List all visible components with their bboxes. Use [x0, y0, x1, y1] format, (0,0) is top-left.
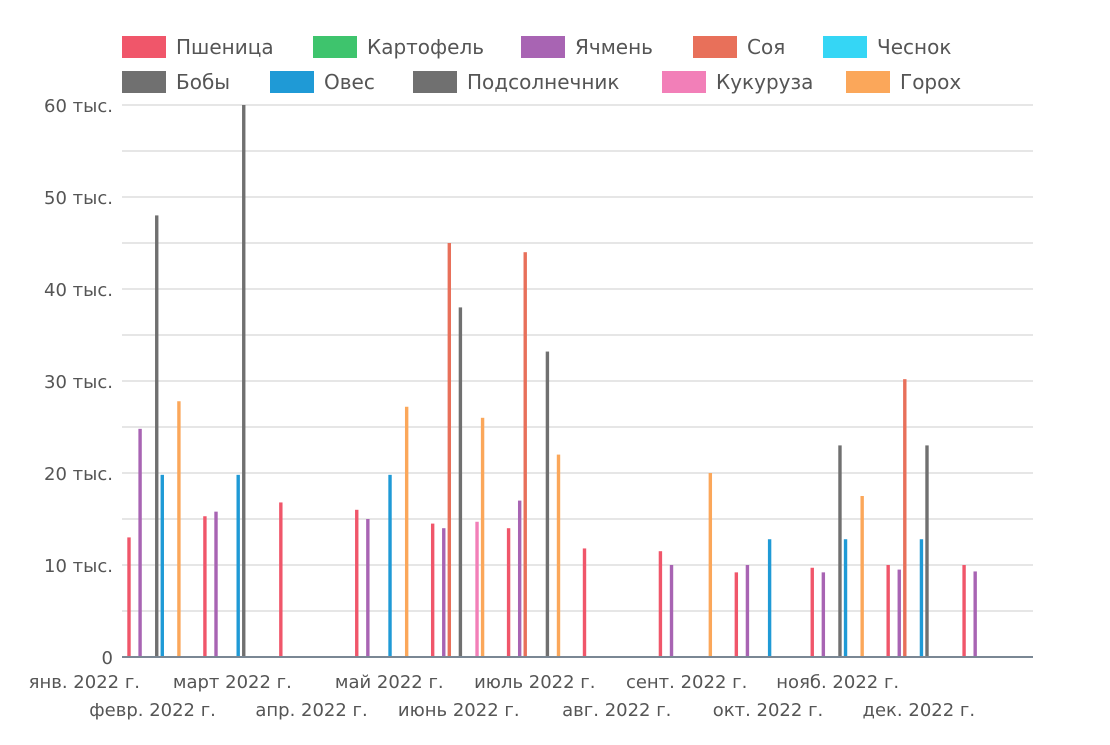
bar [767, 539, 772, 657]
bar [138, 428, 142, 657]
legend-swatch [313, 36, 357, 58]
legend-item[interactable]: Чеснок [823, 35, 951, 59]
legend-label: Соя [747, 35, 785, 59]
x-tick-label: янв. 2022 г. [29, 672, 140, 693]
bars [127, 105, 977, 657]
legend-item[interactable]: Овес [270, 70, 375, 94]
bar [236, 474, 240, 657]
legend-label: Чеснок [877, 35, 951, 59]
bar [155, 215, 159, 657]
legend-swatch [122, 36, 166, 58]
y-tick-label: 50 тыс. [44, 188, 113, 209]
legend-item[interactable]: Ячмень [521, 35, 653, 59]
y-tick-label: 60 тыс. [44, 96, 113, 117]
legend-label: Подсолнечник [467, 70, 619, 94]
x-tick-label: сент. 2022 г. [626, 672, 747, 693]
bar [860, 496, 864, 657]
bar [810, 567, 814, 657]
bar [203, 516, 207, 657]
bar [886, 565, 890, 657]
legend-swatch [662, 71, 706, 93]
bar [242, 105, 246, 657]
x-tick-label: окт. 2022 г. [713, 700, 824, 721]
bar [658, 551, 663, 657]
y-tick-label: 30 тыс. [44, 372, 113, 393]
bar [745, 565, 750, 657]
bar [734, 572, 739, 657]
legend-item[interactable]: Бобы [122, 70, 230, 94]
bar [523, 252, 527, 657]
legend-swatch [846, 71, 890, 93]
legend-swatch [270, 71, 314, 93]
grid-lines [122, 104, 1033, 658]
legend-label: Картофель [367, 35, 484, 59]
legend-item[interactable]: Подсолнечник [413, 70, 619, 94]
y-tick-label: 0 [102, 648, 113, 669]
legend-swatch [413, 71, 457, 93]
bar [903, 379, 907, 657]
legend-swatch [122, 71, 166, 93]
bar [506, 528, 511, 657]
legend-label: Горох [900, 70, 961, 94]
bar [447, 243, 452, 657]
bar [843, 539, 848, 657]
bar [404, 406, 409, 657]
x-tick-label: нояб. 2022 г. [776, 672, 899, 693]
legend-item[interactable]: Картофель [313, 35, 484, 59]
x-tick-label: апр. 2022 г. [255, 700, 367, 721]
bar [897, 569, 901, 657]
bar [973, 571, 977, 657]
legend-item[interactable]: Пшеница [122, 35, 274, 59]
bar [545, 351, 550, 657]
bar [388, 474, 392, 657]
legend-item[interactable]: Соя [693, 35, 785, 59]
y-axis-ticks: 0 10 тыс. 20 тыс. 30 тыс. 40 тыс. 50 тыс. 60 т… [44, 96, 113, 669]
bar [480, 417, 485, 657]
bar [458, 307, 463, 657]
legend-label: Бобы [176, 70, 230, 94]
bar [279, 502, 283, 657]
x-tick-label: май 2022 г. [335, 672, 444, 693]
bar [962, 565, 966, 657]
bar [475, 521, 479, 657]
legend-label: Кукуруза [716, 70, 813, 94]
bar [214, 511, 218, 657]
x-tick-label: авг. 2022 г. [562, 700, 671, 721]
x-tick-label: июнь 2022 г. [398, 700, 520, 721]
bar [177, 401, 181, 657]
x-tick-label: март 2022 г. [173, 672, 292, 693]
bar [919, 539, 924, 657]
legend-item[interactable]: Кукуруза [662, 70, 813, 94]
bar [582, 548, 587, 657]
x-axis-ticks: янв. 2022 г. февр. 2022 г. март 2022 г. апр… [29, 672, 975, 721]
bar [708, 473, 713, 657]
legend-item[interactable]: Горох [846, 70, 961, 94]
bar [925, 445, 929, 657]
legend-swatch [521, 36, 565, 58]
bar [821, 572, 826, 657]
y-tick-label: 40 тыс. [44, 280, 113, 301]
legend-label: Овес [324, 70, 375, 94]
bar [517, 500, 522, 657]
bar [669, 565, 674, 657]
bar [838, 445, 842, 657]
x-tick-label: дек. 2022 г. [863, 700, 976, 721]
bar [366, 519, 370, 657]
y-tick-label: 10 тыс. [44, 556, 113, 577]
legend-swatch [823, 36, 867, 58]
legend-label: Пшеница [176, 35, 274, 59]
bar [355, 509, 359, 657]
bar [430, 523, 435, 657]
legend-label: Ячмень [575, 35, 653, 59]
bar [442, 528, 446, 657]
bar [160, 474, 164, 657]
bar [127, 537, 131, 657]
y-tick-label: 20 тыс. [44, 464, 113, 485]
x-tick-label: июль 2022 г. [474, 672, 595, 693]
x-tick-label: февр. 2022 г. [89, 700, 216, 721]
chart-legend: Пшеница Картофель Ячмень Соя Чеснок Бобы Овес П… [122, 35, 961, 94]
legend-swatch [693, 36, 737, 58]
bar [556, 454, 561, 657]
